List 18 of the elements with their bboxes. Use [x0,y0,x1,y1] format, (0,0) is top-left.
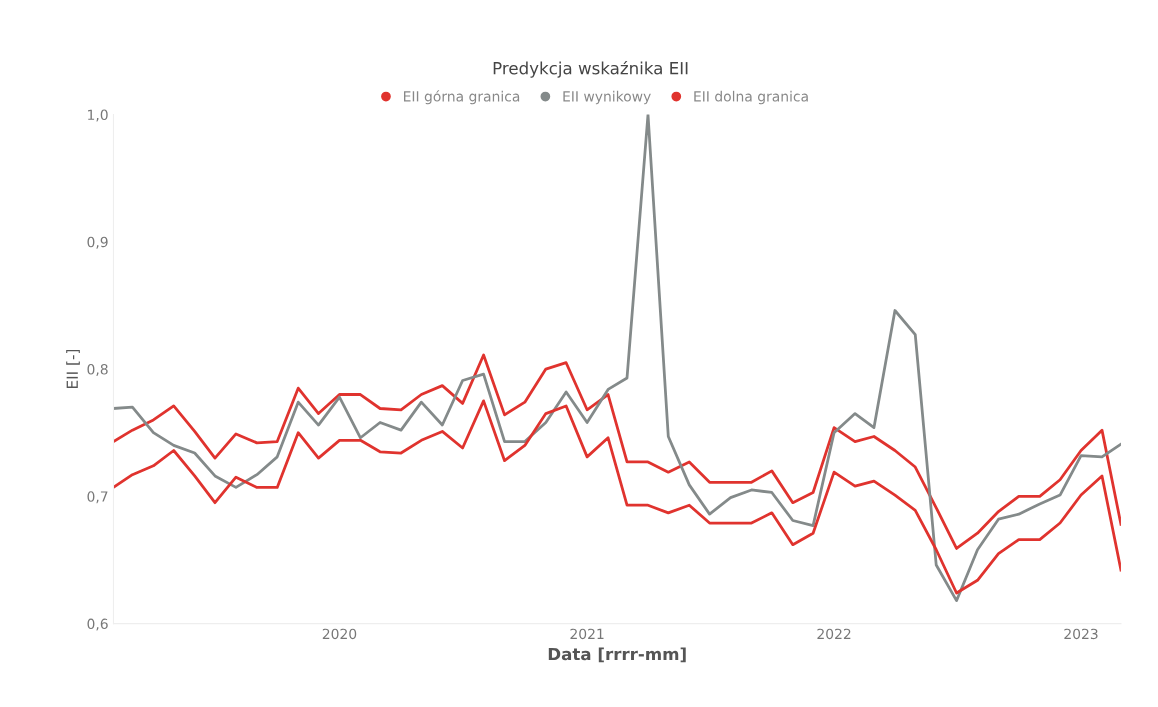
y-tick-label: 0,7 [87,491,108,504]
x-axis-title: Data [rrrr-mm] [548,647,686,663]
x-tick-label: 2021 [570,628,604,640]
chart-title: Predykcja wskaźnika EII [493,60,688,78]
line-series [113,399,1121,595]
legend-label: EII górna granica [404,90,520,105]
legend-label: EII dolna granica [694,90,808,105]
line-series [113,114,1121,603]
legend-label: EII wynikowy [563,90,651,105]
y-tick-label: 1,0 [88,109,108,122]
x-tick-label: 2022 [817,628,851,640]
y-axis-title: EII [-] [66,349,80,389]
y-tick-label: 0,9 [87,236,108,249]
y-tick-label: 0,6 [87,618,108,631]
y-tick-label: 0,8 [87,364,108,376]
x-tick-label: 2020 [322,628,357,640]
x-tick-label: 2023 [1064,628,1098,640]
line-series [113,353,1121,550]
